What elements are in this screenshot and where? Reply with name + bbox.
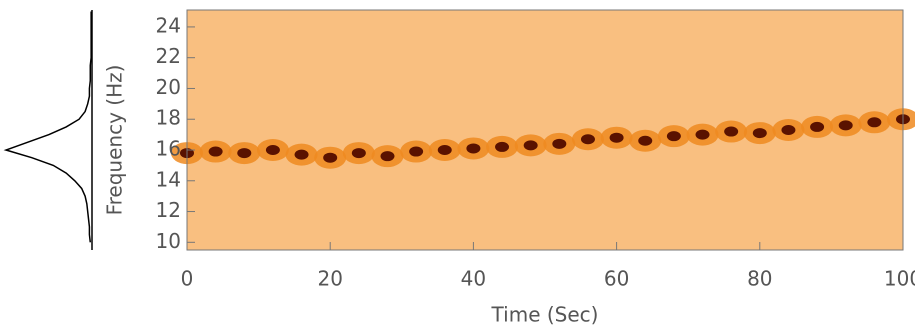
y-axis-label: Frequency (Hz): [103, 65, 127, 216]
y-tick-label: 24: [156, 13, 181, 37]
y-tick-label: 22: [156, 44, 181, 68]
ridge-peak: [437, 145, 452, 155]
ridge-peak: [752, 128, 767, 139]
ridge-peak: [552, 138, 567, 149]
ridge-peak: [351, 148, 366, 159]
ridge-peak: [323, 152, 338, 163]
x-tick-label: 100: [884, 267, 915, 291]
ridge-peak: [523, 140, 538, 151]
x-axis-label: Time (Sec): [491, 303, 599, 327]
ridge-peak: [838, 120, 853, 131]
ridge-peak: [495, 141, 510, 152]
ridge-peak: [695, 129, 710, 140]
ridge-peak: [810, 121, 825, 132]
ridge-peak: [237, 148, 252, 159]
ridge-peak: [867, 117, 882, 128]
ridge-peak: [609, 132, 624, 143]
plot-frame: [186, 9, 904, 251]
x-tick-label: 60: [604, 267, 629, 291]
x-tick-label: 40: [461, 267, 486, 291]
ridge-peak: [781, 125, 796, 135]
ridge-peak: [724, 126, 739, 137]
ridge-peak: [208, 146, 223, 157]
ridge-peak: [466, 143, 481, 154]
y-tick-label: 20: [156, 75, 181, 99]
ridge-peak: [666, 131, 681, 142]
profile: [3, 11, 92, 243]
ridge-peak: [580, 134, 595, 145]
ridge-peak: [638, 135, 653, 146]
ridge-peak: [294, 149, 309, 160]
y-tick-label: 14: [156, 167, 181, 191]
x-tick-label: 80: [747, 267, 772, 291]
y-tick-label: 18: [156, 106, 181, 130]
x-tick-label: 0: [181, 267, 194, 291]
ridge-peak: [380, 151, 395, 162]
ridge-peak: [265, 145, 280, 155]
y-tick-label: 12: [156, 198, 181, 222]
ridge-peak: [409, 146, 424, 157]
y-tick-label: 10: [156, 229, 181, 253]
y-tick-label: 16: [156, 137, 181, 161]
x-tick-label: 20: [317, 267, 342, 291]
